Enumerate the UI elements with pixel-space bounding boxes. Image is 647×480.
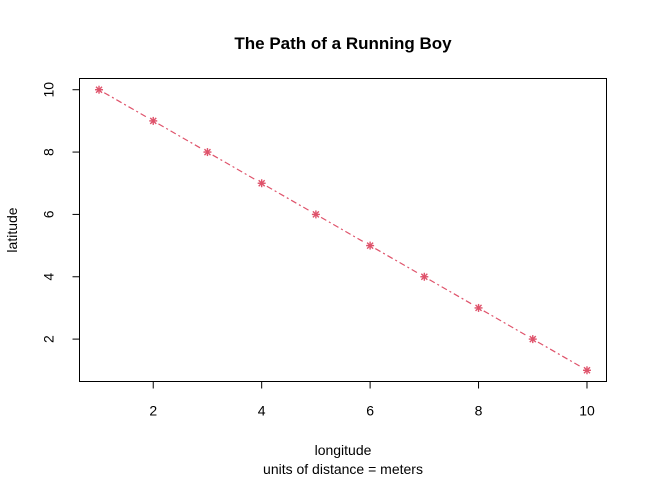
data-point <box>149 116 158 125</box>
x-tick-label: 8 <box>475 403 483 419</box>
y-axis-label: latitude <box>4 207 20 252</box>
data-point <box>474 303 483 312</box>
x-tick-label: 6 <box>366 403 374 419</box>
x-axis-label: longitude <box>315 442 372 458</box>
data-point <box>420 272 429 281</box>
y-axis: 2 4 6 8 10 <box>41 82 80 371</box>
series-line-segment <box>266 185 311 212</box>
x-tick-label: 10 <box>579 403 595 419</box>
data-point <box>95 85 104 94</box>
x-tick-label: 2 <box>149 403 157 419</box>
data-point <box>203 148 212 157</box>
series-line-segment <box>158 123 203 150</box>
y-tick-label: 8 <box>41 148 57 156</box>
data-point <box>257 179 266 188</box>
data-point <box>582 366 591 375</box>
x-tick-label: 4 <box>258 403 266 419</box>
x-axis-sublabel: units of distance = meters <box>263 461 423 477</box>
data-point <box>366 241 375 250</box>
series-layer <box>95 85 591 375</box>
y-tick-label: 2 <box>41 335 57 343</box>
data-point <box>528 335 537 344</box>
series-line-segment <box>537 341 583 368</box>
series-line-segment <box>320 216 366 244</box>
chart-title: The Path of a Running Boy <box>234 34 452 53</box>
series-line-segment <box>103 92 149 119</box>
y-tick-label: 4 <box>41 273 57 281</box>
series-line-segment <box>429 279 474 306</box>
series-line-segment <box>483 310 528 337</box>
y-tick-label: 6 <box>41 210 57 218</box>
data-point <box>311 210 320 219</box>
series-line-segment <box>375 248 420 275</box>
series-line-segment <box>212 154 257 181</box>
y-tick-label: 10 <box>41 82 57 98</box>
x-axis: 2 4 6 8 10 <box>99 381 595 419</box>
